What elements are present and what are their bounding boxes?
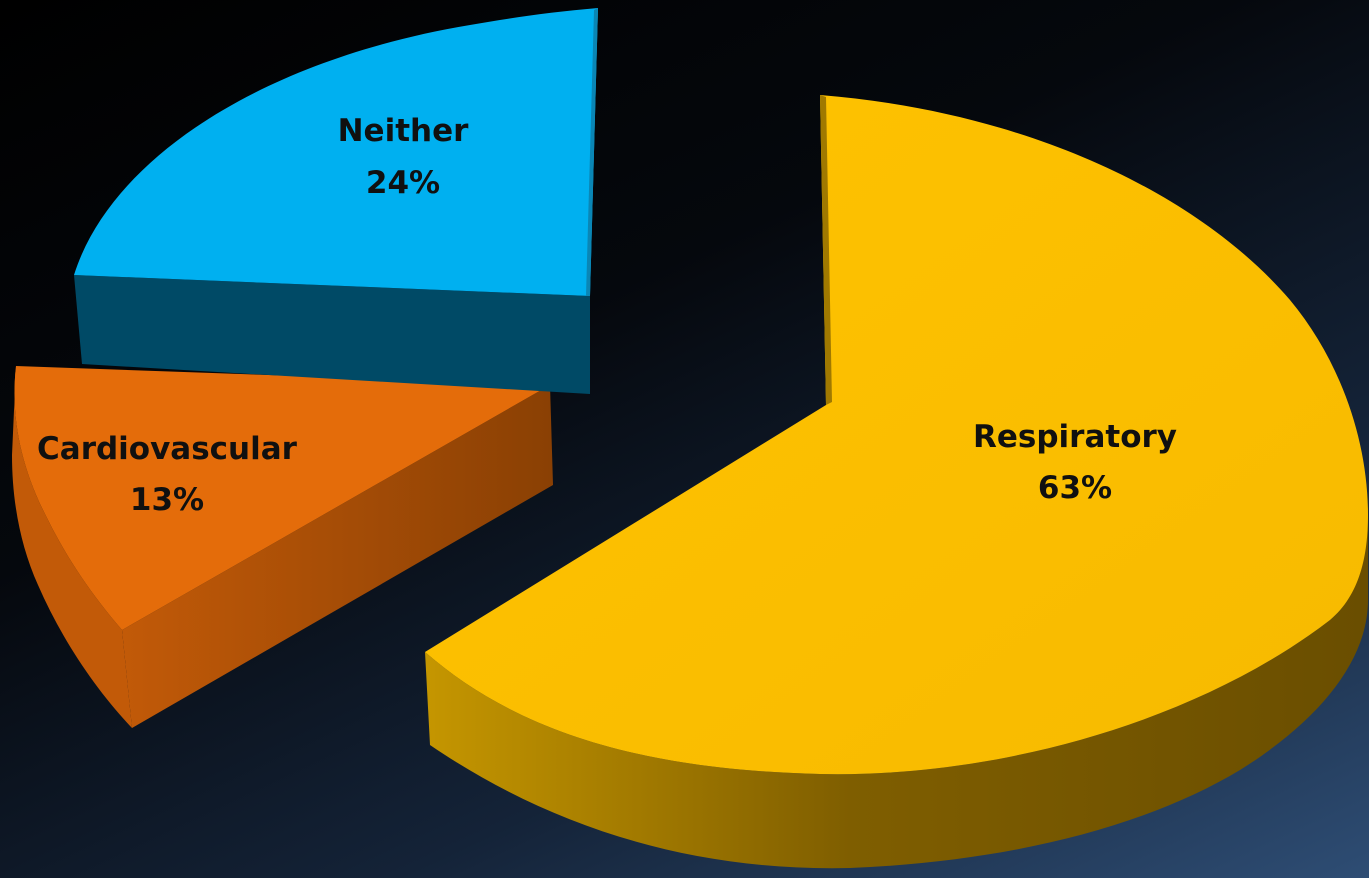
slice-respiratory-side [425,515,1368,869]
slice-neither-side [74,275,590,394]
slice-cardiovascular [12,366,553,728]
slice-cardiovascular-front [12,366,132,728]
data-label-neither-value: 24% [366,165,440,201]
slice-cardiovascular-side [122,385,553,728]
data-label-respiratory-value: 63% [1038,470,1112,506]
slice-neither-top [74,8,598,296]
slice-neither [74,8,598,394]
slice-respiratory [425,95,1368,869]
data-label-cardiovascular-value: 13% [130,482,204,518]
data-label-cardiovascular-name: Cardiovascular [37,431,298,467]
slice-neither-edge [586,8,598,296]
slice-respiratory-edge [820,95,832,405]
data-label-neither-name: Neither [338,113,470,149]
slice-cardiovascular-top [14,366,550,630]
data-label-respiratory-name: Respiratory [973,419,1177,455]
slice-respiratory-top [425,95,1368,775]
